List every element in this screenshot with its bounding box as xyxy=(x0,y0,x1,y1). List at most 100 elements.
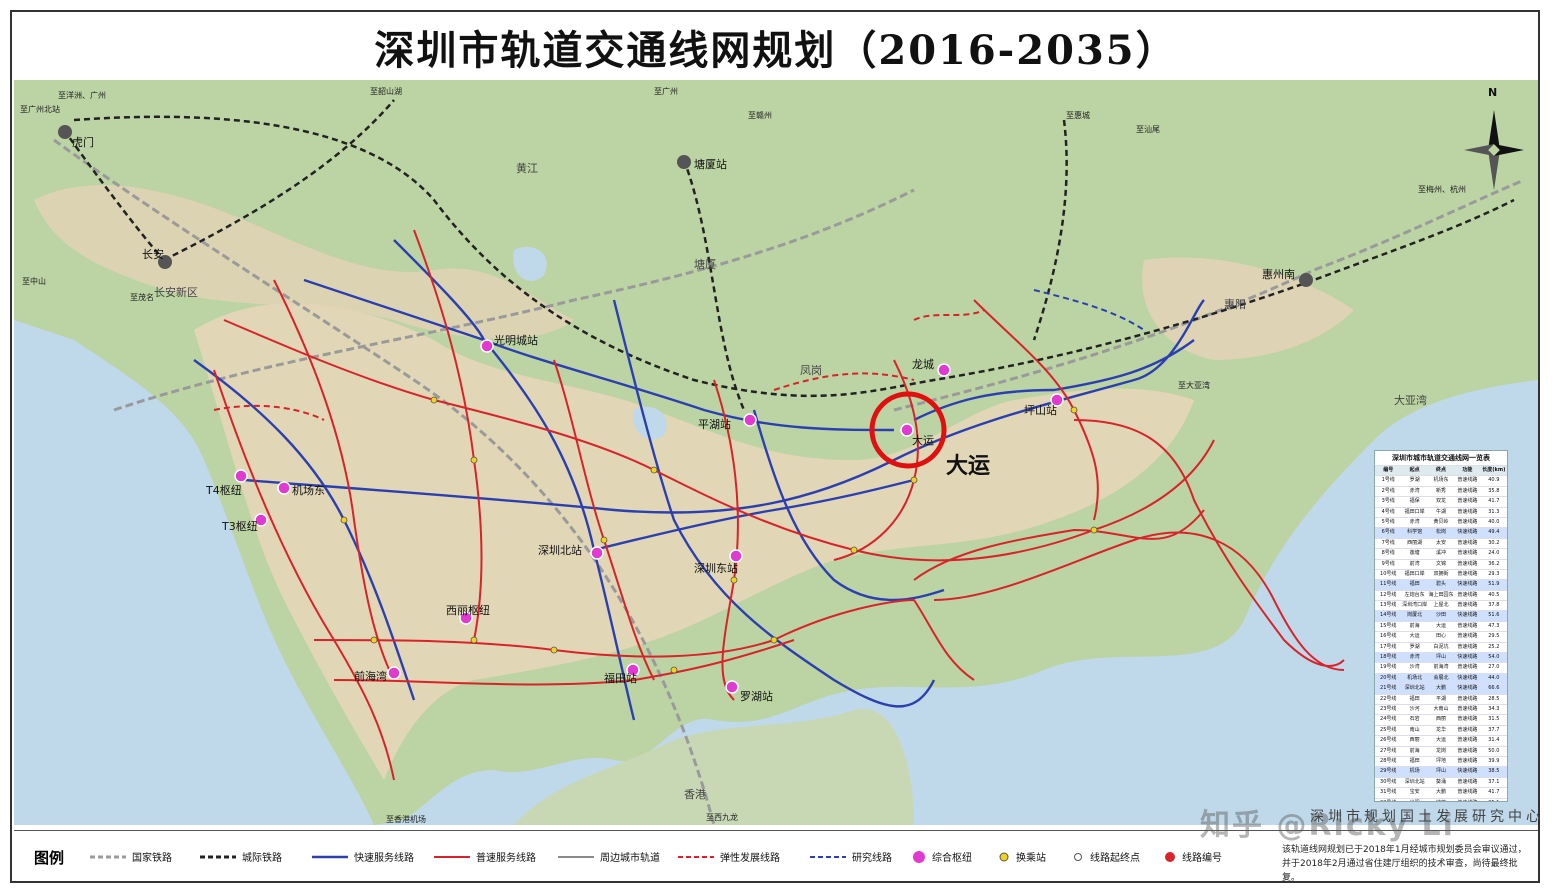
hub-label[interactable]: 前海湾 xyxy=(354,670,387,683)
regional-station-marker xyxy=(1299,273,1313,287)
table-row: 7号线 西丽湖 太安 普速线路 30.2 xyxy=(1375,537,1507,548)
table-row: 27号线 前海 龙岗 普速线路 50.0 xyxy=(1375,745,1507,756)
hub-label[interactable]: T3枢纽 xyxy=(222,520,258,533)
table-row: 23号线 沙河 大南山 普速线路 34.3 xyxy=(1375,703,1507,714)
national-railway xyxy=(113,188,915,412)
hub-label[interactable]: 龙城 xyxy=(912,358,934,371)
table-row: 25号线 南山 龙华 普速线路 37.7 xyxy=(1375,724,1507,735)
table-row: 17号线 罗湖 白泥坑 普速线路 25.2 xyxy=(1375,641,1507,652)
transfer-stations xyxy=(340,396,1098,674)
legend-item-normal-line: 普速服务线路 xyxy=(434,853,536,864)
hub-marker xyxy=(590,546,604,560)
hub-label[interactable]: 西丽枢纽 xyxy=(446,604,490,617)
regional-station-label: 惠州南 xyxy=(1262,268,1295,281)
hub-label[interactable]: 机场东 xyxy=(292,484,325,497)
table-row: 12号线 左炮台东 海上田园东 普速线路 40.5 xyxy=(1375,589,1507,600)
national-railway xyxy=(893,178,1525,412)
direction-label: 至汕尾 xyxy=(1136,125,1160,134)
legend-item-national-railway: 国家铁路 xyxy=(90,853,172,864)
table-row: 29号线 机场 坪山 快速线路 38.5 xyxy=(1375,766,1507,777)
legend-item-express-line: 快速服务线路 xyxy=(312,853,414,864)
hub-marker xyxy=(277,481,291,495)
hub-label[interactable]: 坪山站 xyxy=(1024,404,1057,417)
regional-station-label: 虎门 xyxy=(72,136,94,149)
direction-label: 至中山 xyxy=(22,277,46,286)
reservoir xyxy=(513,246,547,281)
hub-label[interactable]: 大运 xyxy=(912,434,934,447)
intercity-railway xyxy=(1032,119,1068,341)
regional-station-marker xyxy=(677,155,691,169)
table-row: 19号线 沙湾 前海湾 普速线路 27.0 xyxy=(1375,662,1507,672)
direction-label: 至梅州、杭州 xyxy=(1418,185,1466,194)
highlight-circle xyxy=(869,391,947,469)
urban-area xyxy=(194,303,1194,780)
regional-station-marker xyxy=(58,125,72,139)
place-label: 香港 xyxy=(684,788,706,801)
direction-label: 至赣州 xyxy=(748,111,772,120)
express-line xyxy=(393,239,486,341)
page-title: 深圳市轨道交通线网规划（2016-2035） xyxy=(374,27,1178,74)
table-row: 13号线 深圳湾口岸 上屋北 普速线路 37.8 xyxy=(1375,600,1507,610)
table-row: 3号线 福保 双龙 普速线路 41.7 xyxy=(1375,496,1507,506)
hub-label[interactable]: 光明城站 xyxy=(494,334,538,347)
hub-label[interactable]: T4枢纽 xyxy=(206,484,242,497)
approval-note: 该轨道线网规划已于2018年1月经城市规划委员会审议通过， 并于2018年2月通… xyxy=(1282,845,1527,883)
normal-line xyxy=(1073,419,1345,667)
compass-icon xyxy=(1464,110,1524,190)
hub-label[interactable]: 平湖站 xyxy=(698,418,731,431)
express-line xyxy=(752,409,945,602)
hub-label[interactable]: 深圳东站 xyxy=(694,562,738,575)
table-row: 26号线 西丽 大运 普速线路 31.4 xyxy=(1375,735,1507,745)
highlight-label: 大运 xyxy=(946,454,991,479)
hub-label[interactable]: 福田站 xyxy=(604,672,637,685)
hub-marker xyxy=(937,363,951,377)
direction-label: 至大亚湾 xyxy=(1178,381,1210,390)
table-row: 32号线光明坑梓普速线路25.1 xyxy=(1375,797,1507,801)
table-header-row: 编号 起点 终点 功能 长度(km) xyxy=(1375,465,1507,476)
map-area[interactable]: N 光明城站 T4枢纽 机场东 T3枢纽 西丽枢纽 前海湾 深圳北站 平湖站 深… xyxy=(14,80,1538,825)
regional-station-label: 长安 xyxy=(142,248,164,261)
table-row: 20号线 机场北 会展北 快速线路 44.0 xyxy=(1375,672,1507,684)
normal-line xyxy=(213,369,395,781)
table-row: 15号线 前海 大运 普速线路 47.3 xyxy=(1375,620,1507,631)
hub-marker xyxy=(254,513,268,527)
hub-label[interactable]: 深圳北站 xyxy=(538,544,582,557)
hub-marker xyxy=(1050,393,1064,407)
place-label: 黄江 xyxy=(516,162,538,175)
table-row: 5号线 赤湾 黄贝岭 普速线路 40.0 xyxy=(1375,516,1507,527)
institute-name: 深圳市规划国土发展研究中心 xyxy=(1310,809,1544,825)
intercity-railway xyxy=(682,159,746,411)
place-label: 长安新区 xyxy=(154,286,198,299)
legend-item-transfer: 换乘站 xyxy=(998,849,1046,864)
normal-line xyxy=(933,531,1345,671)
national-railway xyxy=(53,138,716,825)
hub-markers xyxy=(234,339,1064,694)
direction-label: 至惠城 xyxy=(1066,111,1090,120)
table-body: 1号线 罗湖 机场东 普速线路 40.9 2号线 赤湾 新秀 普速线路 35.8 3号线 福保 双龙 普速… xyxy=(1375,475,1507,801)
hong-kong-land xyxy=(514,708,914,825)
research-line xyxy=(1033,289,1145,331)
table-row: 10号线 福田口岸 双拥街 普速线路 29.3 xyxy=(1375,568,1507,579)
regional-station-markers xyxy=(58,125,1313,287)
express-line xyxy=(612,299,936,708)
normal-line xyxy=(773,598,975,681)
hub-marker xyxy=(480,339,494,353)
table-row: 31号线 宝安 大鹏 普速线路 41.7 xyxy=(1375,787,1507,797)
table-row: 14号线 岗厦北 沙田 快速线路 51.6 xyxy=(1375,610,1507,621)
normal-line xyxy=(273,279,395,681)
hub-label[interactable]: 罗湖站 xyxy=(740,690,773,703)
table-row: 24号线 石岩 西丽 普速线路 31.5 xyxy=(1375,714,1507,724)
legend-heading: 图例 xyxy=(34,849,65,867)
express-line xyxy=(913,339,1195,422)
hub-marker xyxy=(900,423,914,437)
direction-label: 至香港机场 xyxy=(386,815,426,824)
watermark: 知乎 @Ricky Li xyxy=(1200,808,1455,843)
hub-marker xyxy=(459,611,473,625)
table-row: 21号线 深圳北站 大鹏 快速线路 66.6 xyxy=(1375,683,1507,694)
direction-label: 至广州 xyxy=(654,87,678,96)
hub-marker xyxy=(234,469,248,483)
table-row: 18号线 赤湾 坪山 快速线路 54.0 xyxy=(1375,652,1507,663)
table-row: 9号线 前湾 文锦 普速线路 36.2 xyxy=(1375,558,1507,569)
normal-line xyxy=(333,639,795,686)
express-line xyxy=(303,278,895,432)
